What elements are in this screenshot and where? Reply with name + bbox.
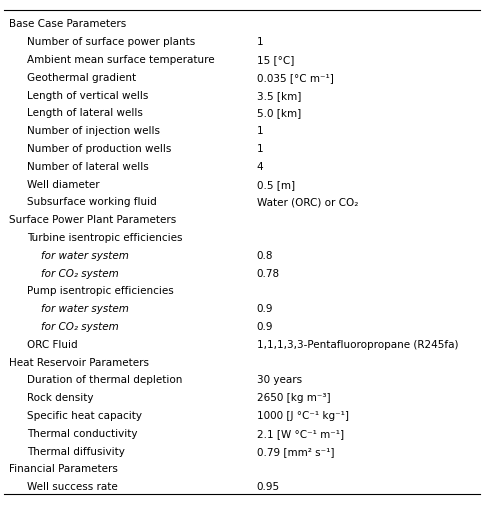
Text: 3.5 [km]: 3.5 [km] xyxy=(257,91,301,101)
Text: 0.78: 0.78 xyxy=(257,269,280,279)
Text: 4: 4 xyxy=(257,162,263,172)
Text: Thermal conductivity: Thermal conductivity xyxy=(27,429,137,439)
Text: 0.9: 0.9 xyxy=(257,322,273,332)
Text: for CO₂ system: for CO₂ system xyxy=(41,322,119,332)
Text: 0.035 [°C m⁻¹]: 0.035 [°C m⁻¹] xyxy=(257,73,333,83)
Text: Base Case Parameters: Base Case Parameters xyxy=(9,19,127,29)
Text: Length of lateral wells: Length of lateral wells xyxy=(27,108,142,119)
Text: Number of production wells: Number of production wells xyxy=(27,144,171,154)
Text: Length of vertical wells: Length of vertical wells xyxy=(27,91,148,101)
Text: 0.8: 0.8 xyxy=(257,251,273,261)
Text: 1: 1 xyxy=(257,37,263,47)
Text: Rock density: Rock density xyxy=(27,393,93,403)
Text: ORC Fluid: ORC Fluid xyxy=(27,340,77,350)
Text: Number of lateral wells: Number of lateral wells xyxy=(27,162,149,172)
Text: Duration of thermal depletion: Duration of thermal depletion xyxy=(27,376,182,385)
Text: 1: 1 xyxy=(257,126,263,136)
Text: Financial Parameters: Financial Parameters xyxy=(9,464,118,475)
Text: Turbine isentropic efficiencies: Turbine isentropic efficiencies xyxy=(27,233,182,243)
Text: Ambient mean surface temperature: Ambient mean surface temperature xyxy=(27,55,214,65)
Text: Well success rate: Well success rate xyxy=(27,482,118,492)
Text: Subsurface working fluid: Subsurface working fluid xyxy=(27,198,156,207)
Text: 5.0 [km]: 5.0 [km] xyxy=(257,108,301,119)
Text: Heat Reservoir Parameters: Heat Reservoir Parameters xyxy=(9,358,150,368)
Text: for water system: for water system xyxy=(41,251,129,261)
Text: Water (ORC) or CO₂: Water (ORC) or CO₂ xyxy=(257,198,358,207)
Text: 1: 1 xyxy=(257,144,263,154)
Text: Number of injection wells: Number of injection wells xyxy=(27,126,160,136)
Text: 15 [°C]: 15 [°C] xyxy=(257,55,294,65)
Text: Pump isentropic efficiencies: Pump isentropic efficiencies xyxy=(27,286,173,297)
Text: 2.1 [W °C⁻¹ m⁻¹]: 2.1 [W °C⁻¹ m⁻¹] xyxy=(257,429,344,439)
Text: 0.9: 0.9 xyxy=(257,304,273,314)
Text: Number of surface power plants: Number of surface power plants xyxy=(27,37,195,47)
Text: 0.79 [mm² s⁻¹]: 0.79 [mm² s⁻¹] xyxy=(257,447,334,457)
Text: 1000 [J °C⁻¹ kg⁻¹]: 1000 [J °C⁻¹ kg⁻¹] xyxy=(257,411,348,421)
Text: 1,1,1,3,3-Pentafluoropropane (R245fa): 1,1,1,3,3-Pentafluoropropane (R245fa) xyxy=(257,340,458,350)
Text: 0.95: 0.95 xyxy=(257,482,280,492)
Text: 30 years: 30 years xyxy=(257,376,302,385)
Text: Thermal diffusivity: Thermal diffusivity xyxy=(27,447,124,457)
Text: Specific heat capacity: Specific heat capacity xyxy=(27,411,142,421)
Text: for water system: for water system xyxy=(41,304,129,314)
Text: Geothermal gradient: Geothermal gradient xyxy=(27,73,136,83)
Text: 0.5 [m]: 0.5 [m] xyxy=(257,180,295,190)
Text: Surface Power Plant Parameters: Surface Power Plant Parameters xyxy=(9,215,177,225)
Text: Well diameter: Well diameter xyxy=(27,180,99,190)
Text: 2650 [kg m⁻³]: 2650 [kg m⁻³] xyxy=(257,393,330,403)
Text: for CO₂ system: for CO₂ system xyxy=(41,269,119,279)
